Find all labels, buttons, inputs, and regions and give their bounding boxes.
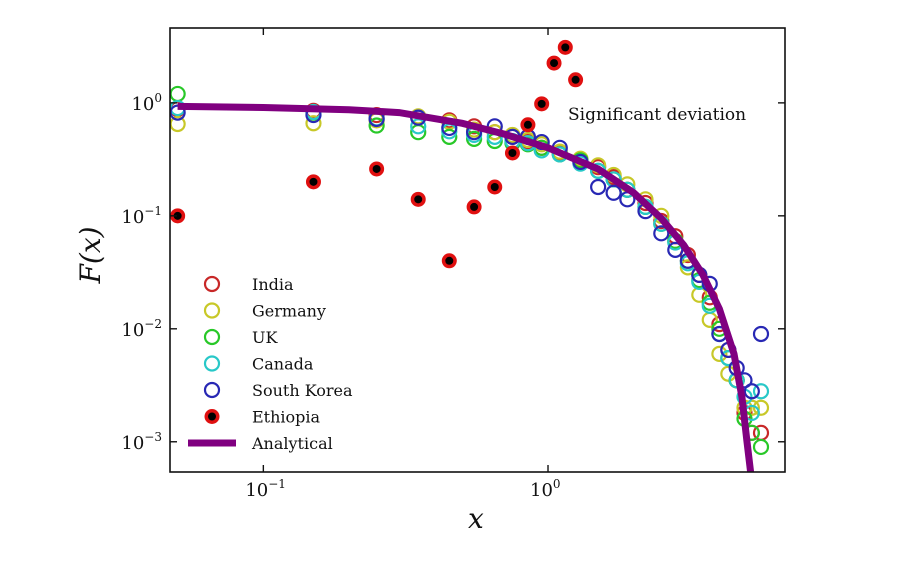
axis-ticks: 10−1 100 100 10−1 10−2 10−3 [121, 28, 785, 501]
plot-frame [169, 27, 786, 473]
x-axis-label: x [468, 502, 484, 535]
legend-swatch [203, 275, 221, 293]
y-tick-label: 10−3 [121, 430, 162, 454]
point-south-korea [605, 184, 622, 201]
point-canada [752, 383, 770, 400]
point-germany [305, 115, 322, 132]
point-south-korea [653, 225, 670, 242]
legend-item-ethiopia: Ethiopia [204, 408, 321, 427]
legend-label: Canada [252, 355, 314, 374]
y-tick-label: 10−2 [121, 317, 162, 341]
legend-swatch [203, 355, 221, 372]
point-germany [711, 345, 728, 362]
legend-swatch [203, 381, 221, 399]
point-uk [752, 438, 770, 456]
point-uk [169, 85, 186, 103]
point-ethiopia [504, 145, 520, 161]
point-ethiopia [441, 253, 457, 269]
legend-label: South Korea [252, 381, 353, 400]
point-ethiopia [568, 72, 584, 88]
point-ethiopia [520, 117, 536, 133]
point-south-korea [590, 178, 607, 196]
point-uk [441, 128, 458, 145]
point-ethiopia [170, 208, 186, 224]
x-tick-label: 10−1 [245, 477, 286, 501]
point-ethiopia [534, 96, 550, 112]
point-germany [752, 399, 770, 416]
y-tick-label: 100 [131, 91, 162, 115]
point-uk [368, 117, 385, 134]
legend-label: Ethiopia [252, 408, 321, 427]
legend-item-uk: UK [203, 328, 278, 347]
legend-item-canada: Canada [203, 355, 314, 374]
point-ethiopia [410, 191, 426, 207]
y-axis-label: F(x) [74, 226, 107, 284]
y-tick-label: 10−1 [121, 204, 162, 228]
legend-item-india: India [203, 275, 294, 294]
legend-item-south-korea: South Korea [203, 381, 353, 400]
legend: India Germany UK Canada South Korea Ethiopia A… [188, 275, 353, 453]
point-ethiopia [305, 174, 321, 190]
annotation-text: Significant deviation [568, 105, 746, 125]
legend-label: Germany [252, 302, 326, 321]
point-ethiopia [557, 39, 573, 55]
data-marks [169, 39, 770, 473]
analytical-curve [177, 102, 755, 473]
point-ethiopia [546, 55, 562, 71]
legend-label: UK [252, 328, 278, 347]
legend-label: India [252, 275, 294, 294]
point-ethiopia [466, 199, 482, 215]
point-south-korea [667, 241, 684, 258]
legend-swatch [203, 302, 221, 319]
legend-item-analytical: Analytical [188, 434, 333, 453]
x-tick-label: 100 [530, 477, 561, 501]
point-ethiopia [369, 161, 385, 177]
legend-item-germany: Germany [203, 302, 326, 321]
point-ethiopia [487, 179, 503, 195]
legend-label: Analytical [251, 434, 333, 453]
point-south-korea [743, 383, 760, 400]
point-south-korea [752, 325, 770, 343]
legend-swatch [203, 328, 221, 346]
